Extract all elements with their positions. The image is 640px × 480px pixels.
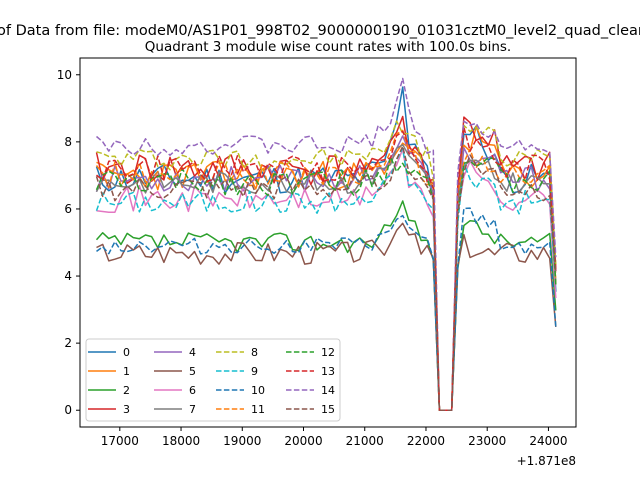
legend-label-9: 9 [251, 365, 258, 378]
x-tick-label: 20000 [284, 434, 322, 448]
series-line-15 [95, 145, 557, 411]
series-line-2 [95, 200, 557, 411]
legend-label-2: 2 [123, 384, 130, 397]
y-tick-label: 2 [64, 336, 72, 350]
legend-label-7: 7 [189, 403, 196, 416]
legend-label-0: 0 [123, 346, 130, 359]
y-tick-label: 0 [64, 403, 72, 417]
chart-title: Quadrant 3 module wise count rates with … [145, 39, 511, 55]
y-axis: 0 2 4 6 8 10 [57, 68, 80, 417]
x-tick-label: 18000 [162, 434, 200, 448]
series-lines [95, 77, 557, 411]
x-tick-label: 24000 [529, 434, 567, 448]
axes-frame [79, 57, 577, 428]
legend-label-6: 6 [189, 384, 196, 397]
y-tick-label: 4 [64, 269, 72, 283]
legend-label-12: 12 [321, 346, 335, 359]
y-tick-label: 10 [57, 68, 72, 82]
legend-frame [85, 338, 341, 422]
y-tick-label: 6 [64, 202, 72, 216]
series-line-9 [95, 147, 557, 411]
legend-label-1: 1 [123, 365, 130, 378]
legend-label-3: 3 [123, 403, 130, 416]
legend-label-4: 4 [189, 346, 196, 359]
x-tick-label: 19000 [223, 434, 261, 448]
series-line-14 [96, 77, 557, 411]
legend-label-8: 8 [251, 346, 258, 359]
legend-label-10: 10 [251, 384, 265, 397]
series-line-8 [96, 120, 557, 411]
series-line-13 [96, 126, 557, 411]
legend-label-13: 13 [321, 365, 335, 378]
x-tick-label: 23000 [468, 434, 506, 448]
legend-label-11: 11 [251, 403, 265, 416]
x-tick-label: 21000 [346, 434, 384, 448]
y-tick-label: 8 [64, 135, 72, 149]
series-line-6 [96, 148, 557, 411]
x-offset-label: +1.871e8 [517, 454, 576, 468]
figure-suptitle: Plot of Data from file: modeM0/AS1P01_99… [0, 23, 640, 39]
legend-label-5: 5 [189, 365, 196, 378]
series-line-11 [95, 129, 557, 411]
x-tick-label: 17000 [101, 434, 139, 448]
legend-label-14: 14 [321, 384, 335, 397]
x-tick-label: 22000 [407, 434, 445, 448]
x-axis: 17000 18000 19000 20000 21000 22000 23000 24000 [101, 427, 568, 448]
series-line-5 [96, 222, 557, 411]
legend-label-15: 15 [321, 403, 335, 416]
series-line-3 [95, 115, 557, 411]
series-line-10 [96, 207, 557, 411]
series-line-12 [95, 155, 557, 411]
